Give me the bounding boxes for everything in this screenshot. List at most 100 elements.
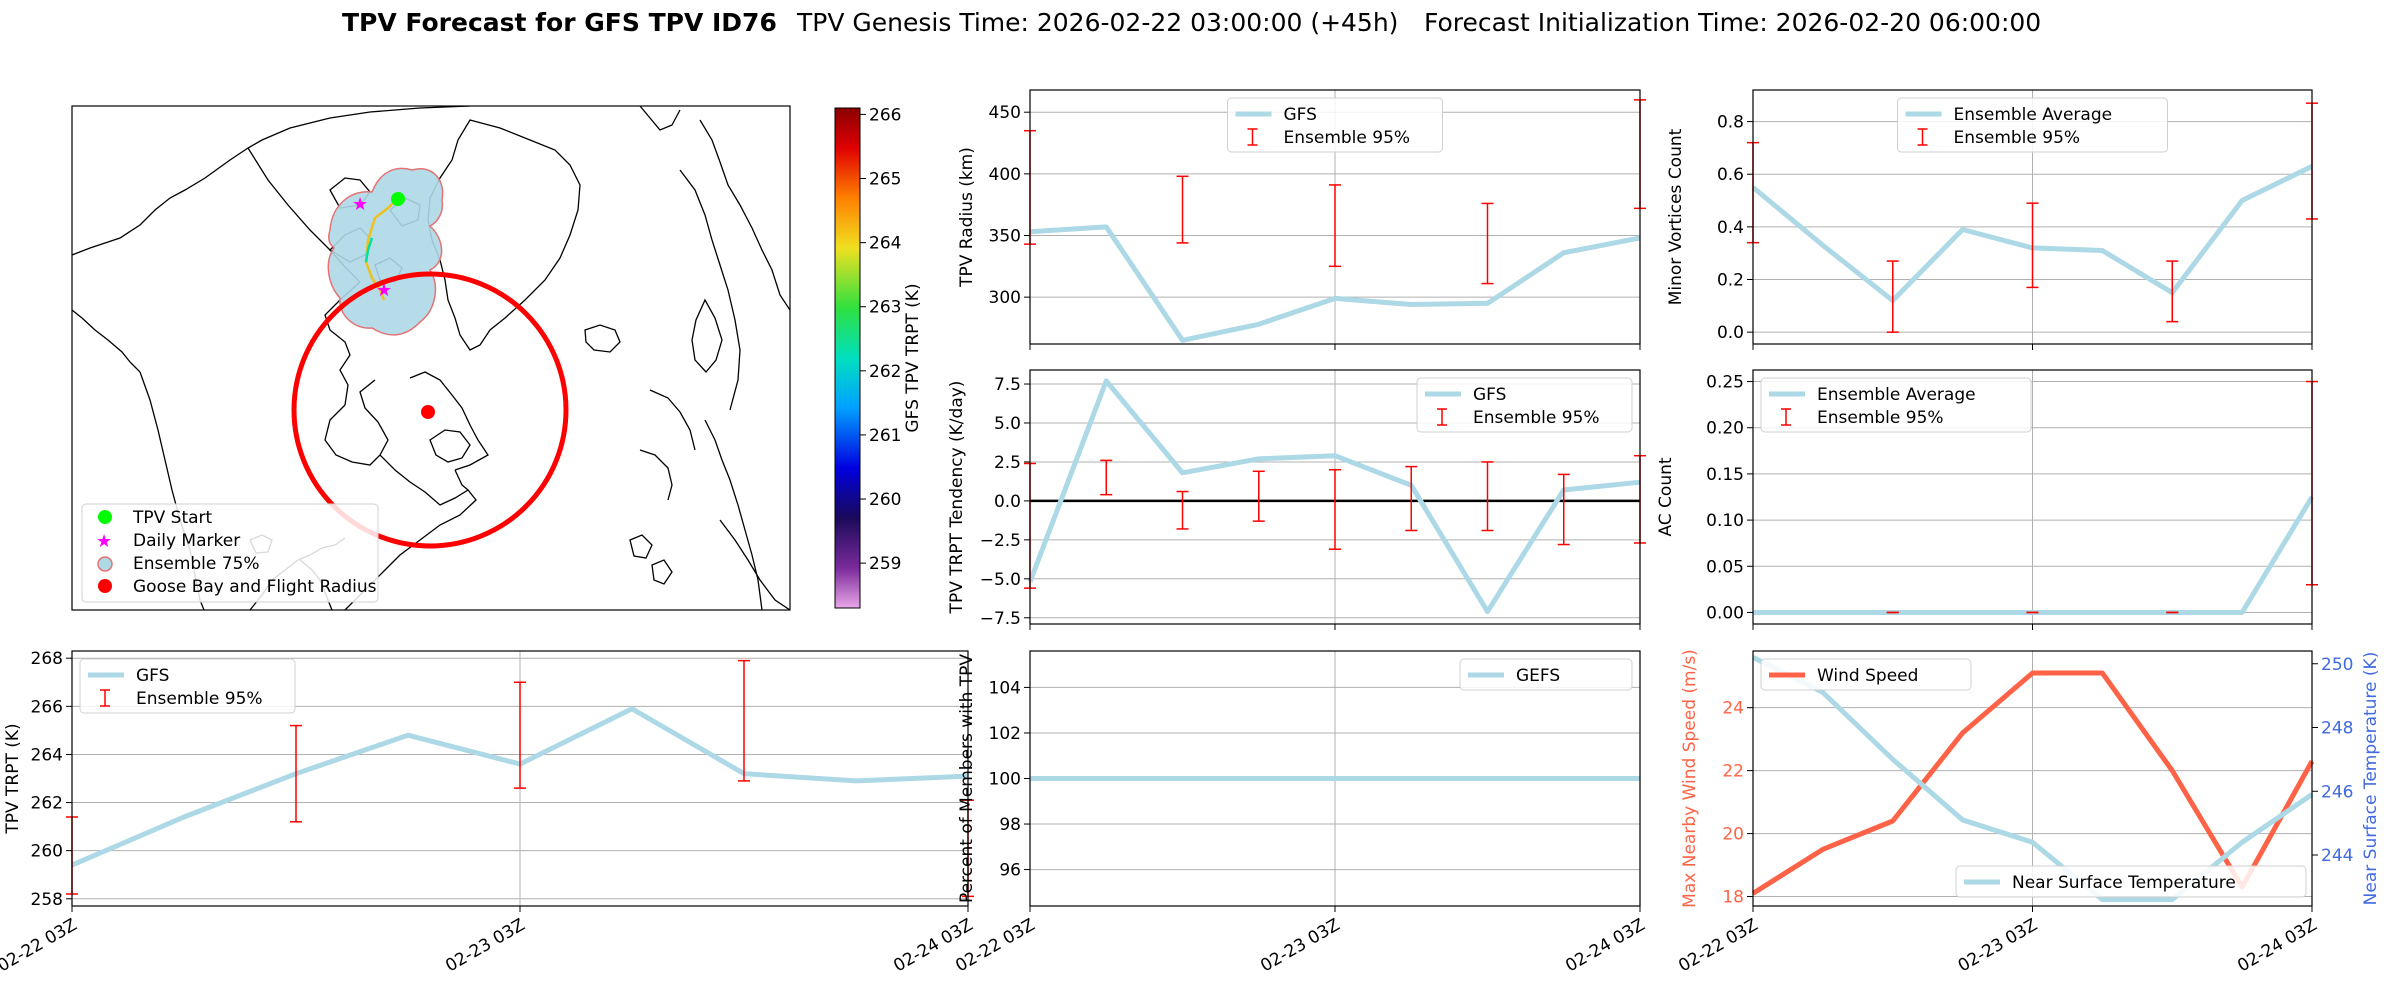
legend-label: Ensemble Average [1954, 105, 2113, 125]
y-tick-label: 262 [31, 794, 63, 814]
legend-box [1955, 865, 2307, 898]
y-tick-label: 0.0 [1717, 323, 1744, 343]
y-tick-label: 102 [989, 724, 1021, 744]
x-tick-label: 02-24 03Z [1562, 915, 1648, 976]
y-tick-label: 0.8 [1717, 113, 1744, 133]
minor-vortices-chart: 0.0 0.2 0.4 0.6 0.8 Minor Vortices Count Ensem… [1666, 89, 2318, 350]
colorbar: 259 260 261 262 263 264 265 266 GFS TPV TRPT (K… [834, 105, 923, 609]
legend-box [1416, 377, 1633, 433]
y-tick-label-right: 250 [2321, 655, 2353, 675]
y-tick-label: 266 [31, 697, 63, 717]
y-tick-label: 0.10 [1706, 511, 1744, 531]
legend-label: Ensemble 95% [1954, 128, 2081, 148]
y-tick-label: 260 [31, 842, 63, 862]
y-tick-label: 0.20 [1706, 419, 1744, 439]
y-tick-label: 0.05 [1706, 557, 1744, 577]
colorbar-tick-label: 266 [869, 105, 901, 125]
series-line [1751, 670, 2315, 896]
legend-ensemble-icon [97, 556, 113, 572]
y-tick-label: 24 [1722, 699, 1744, 719]
ac-count-chart: 0.00 0.05 0.10 0.15 0.20 0.25 AC Count Ensemble… [1656, 369, 2318, 630]
colorbar-tick-label: 261 [869, 426, 901, 446]
y-tick-label-right: 248 [2321, 719, 2353, 739]
legend-label: Ensemble 95% [136, 689, 263, 709]
x-tick-label: 02-23 03Z [442, 915, 528, 976]
y-tick-label: 258 [31, 890, 63, 910]
legend-tpv-start-icon [98, 510, 112, 524]
y-tick-label: 0.4 [1717, 218, 1744, 238]
y-tick-label: 0.6 [1717, 165, 1744, 185]
y-tick-label: 264 [31, 745, 63, 765]
y-tick-label: 400 [989, 165, 1021, 185]
legend-box [1760, 658, 1972, 691]
y-tick-label: 104 [989, 678, 1021, 698]
tpv-track: ★ ★ [352, 192, 405, 301]
legend-box [1227, 97, 1443, 153]
map-panel: ★ ★ TPV Start ★ Daily Marker Ensemble 75… [71, 105, 923, 611]
y-tick-label: 300 [989, 288, 1021, 308]
wind-temperature-chart: 18 20 22 24 02-22 03Z 02-23 03Z 02-24 03Z Max N… [1675, 649, 2381, 976]
y-tick-label: 0.00 [1706, 603, 1744, 623]
y-axis-label: Max Nearby Wind Speed (m/s) [1680, 649, 1700, 908]
legend-label: Near Surface Temperature [2012, 873, 2236, 893]
y-tick-label: −7.5 [980, 609, 1021, 629]
y-tick-label: 0.25 [1706, 373, 1744, 393]
colorbar-tick-label: 263 [869, 298, 901, 318]
series-line [1027, 378, 1641, 615]
colorbar-tick-label: 262 [869, 362, 901, 382]
legend-label: Ensemble 95% [1284, 128, 1411, 148]
y-tick-label: 20 [1722, 825, 1744, 845]
y-tick-label: 268 [31, 649, 63, 669]
y-tick-label: 7.5 [994, 375, 1021, 395]
colorbar-tick-label: 260 [869, 490, 901, 510]
legend-daily-marker: Daily Marker [133, 531, 240, 551]
series-line [1029, 224, 1641, 343]
series-line-right [1751, 655, 2314, 903]
title-genesis: TPV Genesis Time: 2026-02-22 03:00:00 (+… [796, 8, 1398, 37]
daily-marker: ★ [352, 194, 368, 215]
title-init: Forecast Initialization Time: 2026-02-20… [1424, 8, 2041, 37]
y-tick-label: 2.5 [994, 453, 1021, 473]
legend-box [1459, 658, 1633, 691]
title-bold: TPV Forecast for GFS TPV ID76 [342, 8, 777, 37]
y-tick-label: 98 [999, 815, 1021, 835]
y-axis-label: Percent of Members with TPV [957, 654, 977, 903]
legend-label: Ensemble 95% [1817, 408, 1944, 428]
y-tick-label: 450 [989, 103, 1021, 123]
legend-tpv-start: TPV Start [132, 508, 213, 528]
legend-box [79, 658, 296, 714]
legend-box [1760, 377, 2032, 433]
x-tick-label: 02-22 03Z [1675, 915, 1761, 976]
legend-label: GFS [136, 666, 169, 686]
legend-label: GEFS [1516, 666, 1560, 686]
legend-box [1897, 97, 2168, 153]
y-tick-label: −2.5 [980, 531, 1021, 551]
colorbar-tick-label: 265 [869, 170, 901, 190]
map-legend: TPV Start ★ Daily Marker Ensemble 75% Go… [81, 503, 379, 603]
colorbar-label: GFS TPV TRPT (K) [903, 283, 923, 432]
legend-ensemble: Ensemble 75% [133, 554, 260, 574]
y-tick-label: 5.0 [994, 414, 1021, 434]
y-tick-label: 350 [989, 226, 1021, 246]
y-tick-label: −5.0 [980, 570, 1021, 590]
tendency-chart: −7.5 −5.0 −2.5 0.0 2.5 5.0 7.5 TPV TRPT Tendenc… [947, 369, 1646, 630]
legend-label: Ensemble Average [1817, 385, 1976, 405]
y-tick-label: 96 [999, 861, 1021, 881]
y-axis-label: Minor Vortices Count [1666, 128, 1686, 305]
x-tick-label: 02-23 03Z [1257, 915, 1343, 976]
colorbar-tick-label: 264 [869, 234, 901, 254]
y-axis-label-right: Near Surface Temperature (K) [2361, 652, 2381, 906]
flight-radius-circle [291, 271, 569, 549]
legend-label: Ensemble 95% [1473, 408, 1600, 428]
radius-chart: 300 350 400 450 TPV Radius (km) GFS Ensemble 9… [957, 89, 1646, 350]
y-axis-label: TPV TRPT Tendency (K/day) [947, 381, 967, 615]
legend-daily-marker-icon: ★ [96, 531, 112, 552]
legend-label: GFS [1473, 385, 1506, 405]
x-tick-label: 02-23 03Z [1955, 915, 2041, 976]
y-tick-label-right: 246 [2321, 782, 2353, 802]
y-tick-label: 0.2 [1717, 271, 1744, 291]
y-tick-label: 0.15 [1706, 465, 1744, 485]
